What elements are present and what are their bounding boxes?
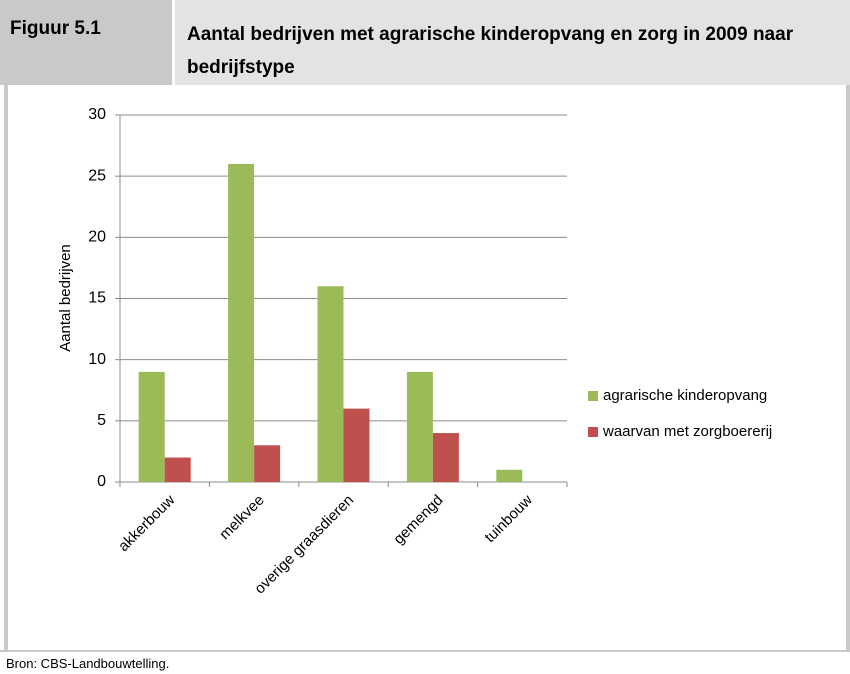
x-tick-label: gemengd xyxy=(390,492,446,548)
x-tick-label: melkvee xyxy=(216,492,268,544)
y-tick-label: 5 xyxy=(97,412,106,429)
bar xyxy=(254,445,281,482)
legend-swatch xyxy=(588,391,598,401)
y-axis-label: Aantal bedrijven xyxy=(57,244,74,352)
bar xyxy=(406,371,433,482)
bar xyxy=(228,163,255,482)
x-tick-label: akkerbouw xyxy=(115,492,178,555)
y-tick-label: 0 xyxy=(97,473,106,490)
legend-label: waarvan met zorgboererij xyxy=(602,423,772,440)
bar xyxy=(317,286,344,482)
bar xyxy=(343,408,370,482)
y-tick-label: 25 xyxy=(88,167,106,184)
x-tick-label: overige graasdieren xyxy=(251,492,357,598)
legend-label: agrarische kinderopvang xyxy=(603,387,767,404)
bar xyxy=(138,371,165,482)
source-note: Bron: CBS-Landbouwtelling. xyxy=(0,650,850,674)
y-tick-label: 15 xyxy=(88,290,106,307)
y-tick-label: 20 xyxy=(88,229,106,246)
y-tick-label: 10 xyxy=(88,351,106,368)
figure-frame xyxy=(4,85,850,650)
y-tick-label: 30 xyxy=(88,106,106,123)
bar xyxy=(432,433,459,482)
bar xyxy=(164,457,191,482)
chart-title: Aantal bedrijven met agrarische kinderop… xyxy=(175,0,850,85)
legend-swatch xyxy=(588,427,598,437)
bar xyxy=(496,469,523,482)
chart: Aantal bedrijven 0 5 10 15 20 25 30 akkerbouw me… xyxy=(57,106,772,598)
figure-label: Figuur 5.1 xyxy=(0,0,172,85)
x-tick-label: tuinbouw xyxy=(481,491,536,546)
